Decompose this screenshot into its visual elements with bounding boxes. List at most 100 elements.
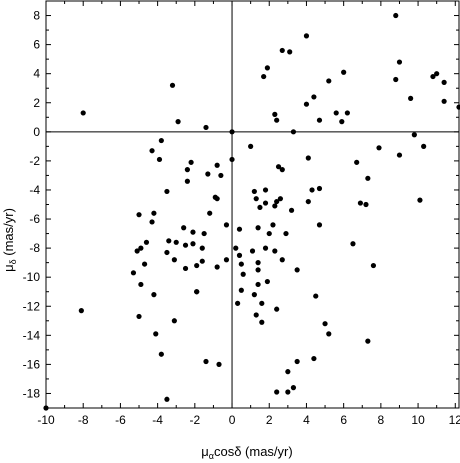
data-point bbox=[287, 49, 293, 55]
data-point bbox=[207, 210, 213, 216]
data-point bbox=[214, 162, 220, 168]
data-point bbox=[194, 262, 200, 269]
x-axis-title-base: μ bbox=[201, 444, 209, 459]
data-point bbox=[279, 257, 285, 263]
data-point bbox=[417, 197, 423, 203]
data-point bbox=[311, 355, 317, 362]
data-point bbox=[365, 338, 371, 344]
x-tick-label: -10 bbox=[37, 413, 55, 427]
y-tick-label: -18 bbox=[23, 386, 41, 400]
data-point bbox=[223, 257, 230, 263]
x-tick-label: 0 bbox=[229, 413, 236, 427]
data-point bbox=[396, 152, 403, 158]
x-tick-label: 12 bbox=[449, 413, 460, 427]
y-axis-title: μδ (mas/yr) bbox=[1, 208, 18, 272]
data-point bbox=[264, 278, 270, 285]
x-tick-label: -4 bbox=[152, 413, 163, 427]
data-point bbox=[316, 117, 323, 123]
data-point bbox=[136, 313, 142, 320]
data-point bbox=[393, 12, 399, 19]
data-point bbox=[229, 129, 235, 135]
data-point bbox=[326, 78, 332, 84]
data-point bbox=[363, 201, 369, 208]
y-tick-label: 6 bbox=[33, 38, 40, 52]
data-point bbox=[151, 210, 157, 216]
data-points bbox=[43, 12, 460, 411]
y-tick-label: 0 bbox=[33, 125, 40, 139]
data-point bbox=[270, 222, 276, 228]
data-point bbox=[136, 212, 142, 218]
data-point bbox=[171, 318, 177, 324]
x-axis-title-rest: cosδ (mas/yr) bbox=[214, 444, 293, 459]
data-point bbox=[158, 137, 164, 144]
data-point bbox=[255, 260, 261, 266]
y-axis-title-rest: (mas/yr) bbox=[1, 208, 16, 259]
data-point bbox=[151, 292, 157, 298]
data-point bbox=[309, 187, 315, 193]
data-point bbox=[294, 267, 300, 273]
data-point bbox=[141, 261, 148, 267]
data-point bbox=[253, 196, 259, 202]
y-tick-label: 8 bbox=[33, 9, 40, 23]
data-point bbox=[274, 389, 280, 395]
data-point bbox=[134, 248, 140, 254]
data-point bbox=[274, 198, 280, 205]
data-point bbox=[305, 155, 311, 161]
data-point bbox=[259, 319, 265, 325]
data-point bbox=[205, 171, 211, 177]
y-tick-label: -12 bbox=[23, 299, 41, 313]
x-tick-label: -2 bbox=[189, 413, 200, 427]
data-point bbox=[441, 98, 447, 104]
x-tick-label: 4 bbox=[303, 413, 310, 427]
data-point bbox=[251, 292, 257, 298]
data-point bbox=[274, 306, 280, 312]
data-point bbox=[182, 242, 189, 248]
data-point bbox=[173, 239, 179, 245]
data-point bbox=[199, 258, 205, 264]
y-axis-title-sub: δ bbox=[8, 259, 18, 264]
data-point bbox=[275, 164, 282, 170]
data-point bbox=[214, 196, 220, 202]
data-point bbox=[248, 143, 254, 149]
data-point bbox=[396, 59, 403, 65]
data-point bbox=[236, 226, 243, 232]
data-point bbox=[190, 241, 196, 247]
data-point bbox=[294, 358, 300, 365]
data-point bbox=[149, 148, 155, 154]
data-point bbox=[194, 289, 200, 295]
data-point bbox=[138, 245, 144, 251]
data-point bbox=[253, 312, 259, 318]
data-point bbox=[259, 300, 265, 306]
data-point bbox=[411, 132, 417, 138]
data-point bbox=[262, 187, 269, 193]
data-point bbox=[393, 76, 399, 83]
data-point bbox=[264, 65, 270, 71]
data-point bbox=[303, 33, 310, 39]
data-point bbox=[156, 156, 163, 163]
data-point bbox=[166, 238, 172, 244]
data-point bbox=[175, 119, 181, 125]
data-point bbox=[357, 200, 364, 206]
data-point bbox=[279, 47, 285, 54]
data-point bbox=[257, 204, 263, 211]
data-point bbox=[218, 172, 224, 179]
data-point bbox=[285, 369, 291, 375]
data-point bbox=[236, 252, 243, 258]
data-point bbox=[322, 321, 328, 327]
data-point bbox=[430, 73, 436, 80]
y-tick-label: -6 bbox=[29, 212, 40, 226]
y-axis-ticks: 8 6 4 2 0 -2 -4 -6 -8 -10 -12 -14 -16 -18 bbox=[23, 0, 459, 409]
data-point bbox=[203, 124, 209, 131]
data-point bbox=[354, 159, 360, 165]
data-point bbox=[184, 167, 190, 173]
x-tick-label: 2 bbox=[266, 413, 273, 427]
x-tick-label: -6 bbox=[115, 413, 126, 427]
data-point bbox=[305, 198, 311, 205]
data-point bbox=[326, 331, 332, 337]
data-point bbox=[303, 101, 310, 107]
data-point bbox=[238, 287, 244, 293]
data-point bbox=[285, 389, 291, 395]
data-point bbox=[421, 143, 427, 149]
data-point bbox=[255, 225, 261, 231]
data-point bbox=[456, 104, 460, 110]
